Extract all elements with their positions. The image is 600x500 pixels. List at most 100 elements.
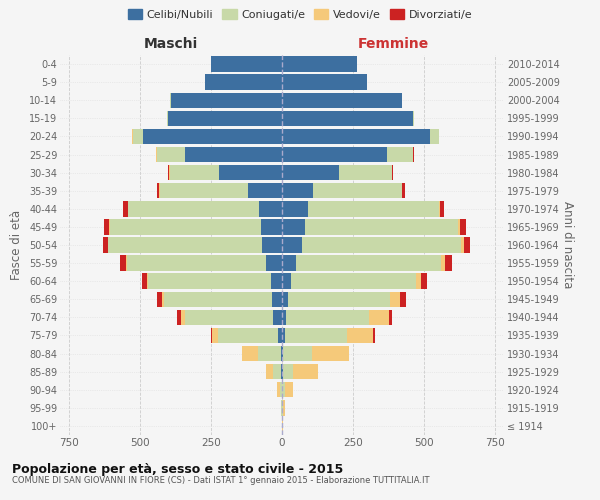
Bar	[313, 183, 401, 198]
Text: Popolazione per età, sesso e stato civile - 2015: Popolazione per età, sesso e stato civil…	[12, 462, 343, 475]
Bar	[282, 219, 305, 234]
Bar	[103, 238, 108, 252]
Bar	[280, 382, 282, 398]
Bar	[163, 292, 164, 307]
Bar	[258, 346, 281, 362]
Bar	[282, 128, 430, 144]
Bar	[212, 328, 218, 343]
Bar	[390, 292, 400, 307]
Bar	[445, 256, 452, 271]
Bar	[147, 274, 148, 289]
Bar	[392, 165, 393, 180]
Bar	[416, 274, 421, 289]
Bar	[185, 310, 274, 325]
Bar	[442, 256, 445, 271]
Bar	[283, 346, 312, 362]
Bar	[401, 183, 403, 198]
Bar	[266, 256, 282, 271]
Bar	[282, 56, 358, 72]
Bar	[282, 274, 290, 289]
Text: COMUNE DI SAN GIOVANNI IN FIORE (CS) - Dati ISTAT 1° gennaio 2015 - Elaborazione: COMUNE DI SAN GIOVANNI IN FIORE (CS) - D…	[12, 476, 430, 485]
Bar	[126, 256, 127, 271]
Bar	[167, 165, 169, 180]
Bar	[282, 382, 285, 398]
Bar	[124, 201, 128, 216]
Bar	[413, 110, 415, 126]
Bar	[128, 201, 259, 216]
Bar	[282, 183, 313, 198]
Bar	[339, 165, 392, 180]
Bar	[262, 238, 282, 252]
Bar	[403, 183, 404, 198]
Bar	[242, 346, 258, 362]
Bar	[283, 400, 285, 415]
Bar	[248, 183, 282, 198]
Bar	[218, 328, 278, 343]
Bar	[464, 238, 470, 252]
Bar	[282, 165, 339, 180]
Bar	[312, 346, 349, 362]
Bar	[282, 110, 413, 126]
Bar	[286, 310, 369, 325]
Bar	[168, 110, 282, 126]
Bar	[282, 346, 283, 362]
Bar	[272, 292, 282, 307]
Legend: Celibi/Nubili, Coniugati/e, Vedovi/e, Divorziati/e: Celibi/Nubili, Coniugati/e, Vedovi/e, Di…	[124, 6, 476, 23]
Bar	[274, 310, 282, 325]
Bar	[170, 165, 220, 180]
Bar	[389, 310, 392, 325]
Bar	[282, 292, 287, 307]
Bar	[302, 238, 461, 252]
Bar	[439, 201, 440, 216]
Bar	[282, 238, 302, 252]
Bar	[282, 256, 296, 271]
Bar	[285, 328, 347, 343]
Bar	[277, 382, 280, 398]
Bar	[296, 256, 442, 271]
Bar	[460, 219, 466, 234]
Bar	[259, 201, 282, 216]
Bar	[157, 183, 159, 198]
Bar	[283, 364, 293, 380]
Bar	[282, 74, 367, 90]
Bar	[171, 92, 282, 108]
Bar	[205, 74, 282, 90]
Bar	[266, 364, 273, 380]
Bar	[164, 292, 272, 307]
Bar	[308, 201, 439, 216]
Bar	[157, 147, 185, 162]
Bar	[282, 147, 388, 162]
Bar	[185, 147, 282, 162]
Bar	[176, 310, 181, 325]
Bar	[282, 201, 308, 216]
Bar	[278, 328, 282, 343]
Bar	[421, 274, 427, 289]
Bar	[285, 382, 293, 398]
Bar	[260, 219, 282, 234]
Y-axis label: Fasce di età: Fasce di età	[10, 210, 23, 280]
Bar	[271, 274, 282, 289]
Bar	[293, 364, 318, 380]
Bar	[220, 165, 282, 180]
Bar	[160, 183, 248, 198]
Text: Maschi: Maschi	[144, 38, 198, 52]
Bar	[400, 292, 406, 307]
Bar	[458, 219, 460, 234]
Bar	[181, 310, 185, 325]
Bar	[110, 219, 260, 234]
Bar	[157, 292, 163, 307]
Bar	[109, 238, 262, 252]
Bar	[167, 110, 168, 126]
Text: Femmine: Femmine	[358, 38, 428, 52]
Bar	[282, 328, 285, 343]
Bar	[347, 328, 373, 343]
Bar	[133, 128, 143, 144]
Bar	[388, 147, 413, 162]
Bar	[287, 292, 390, 307]
Bar	[430, 128, 439, 144]
Bar	[373, 328, 374, 343]
Bar	[281, 346, 282, 362]
Bar	[369, 310, 389, 325]
Bar	[440, 201, 444, 216]
Bar	[211, 328, 212, 343]
